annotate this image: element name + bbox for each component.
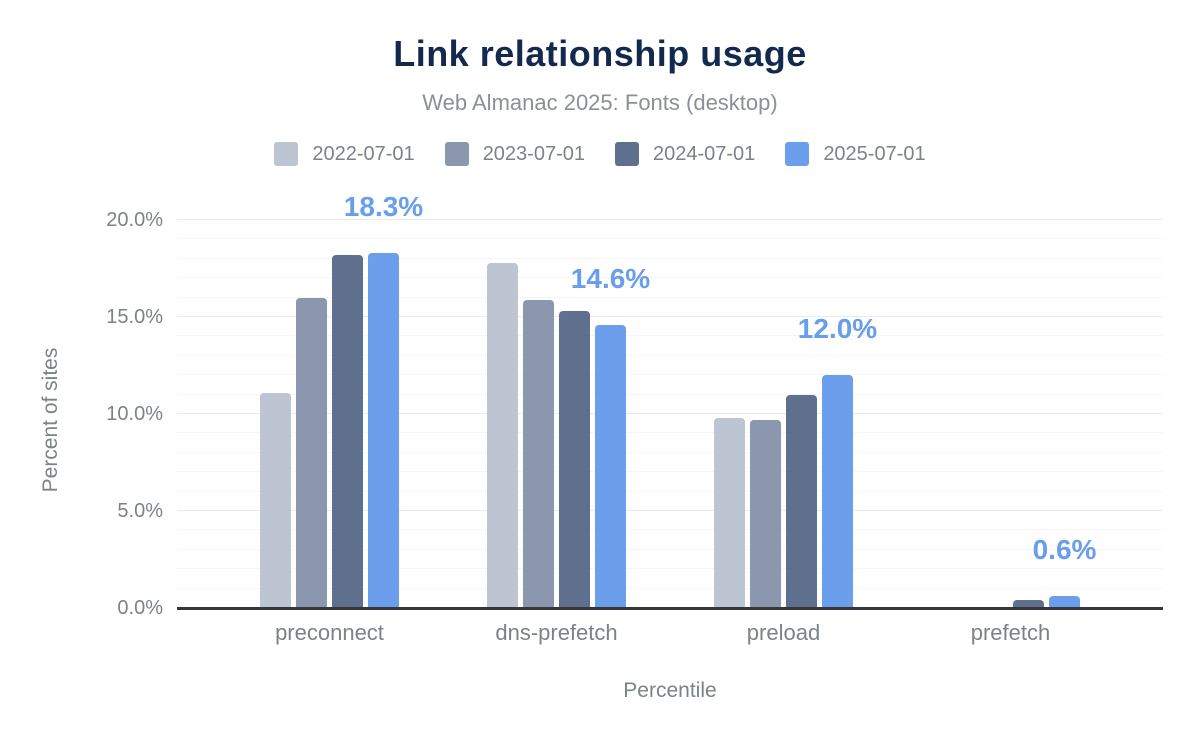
gridline <box>177 335 1163 337</box>
bar-group-preload: 12.0% <box>714 220 877 608</box>
legend-item-2023-07-01[interactable]: 2023-07-01 <box>444 142 585 166</box>
gridline <box>177 568 1163 570</box>
x-category-label: preload <box>746 620 821 645</box>
bar-dns-prefetch-2022-07-01[interactable] <box>487 262 518 608</box>
bar-preconnect-2024-07-01[interactable] <box>332 254 363 608</box>
legend-item-2022-07-01[interactable]: 2022-07-01 <box>274 142 415 166</box>
gridline <box>177 277 1163 279</box>
chart-title: Link relationship usage <box>393 33 807 74</box>
bar-preconnect-2023-07-01[interactable] <box>296 297 327 608</box>
y-tick-label: 5.0% <box>117 500 163 522</box>
x-axis-line <box>177 607 1163 610</box>
gridline <box>177 257 1163 259</box>
x-axis-title: Percentile <box>623 679 717 702</box>
legend-item-2024-07-01[interactable]: 2024-07-01 <box>615 142 755 166</box>
gridline <box>177 490 1163 492</box>
x-category-label: prefetch <box>970 620 1051 645</box>
chart-subtitle: Web Almanac 2025: Fonts (desktop) <box>422 90 778 115</box>
gridline <box>177 529 1163 531</box>
legend-label: 2023-07-01 <box>482 142 585 165</box>
gridline <box>177 374 1163 376</box>
plot-area: 18.3% 14.6% 12.0% 0.6% <box>177 192 1163 610</box>
legend-swatch <box>274 142 299 166</box>
bar-group-prefetch: 0.6% <box>941 220 1096 608</box>
data-label: 18.3% <box>343 190 424 222</box>
bar-preload-2025-07-01[interactable] <box>822 375 853 608</box>
y-tick-label: 20.0% <box>106 209 163 231</box>
gridline <box>177 219 1163 220</box>
gridline <box>177 587 1163 589</box>
gridline <box>177 354 1163 356</box>
gridline <box>177 316 1163 317</box>
x-category-label: dns-prefetch <box>495 620 618 645</box>
gridline <box>177 296 1163 298</box>
data-label: 14.6% <box>570 262 651 294</box>
legend-item-2025-07-01[interactable]: 2025-07-01 <box>785 142 926 166</box>
legend-swatch <box>444 142 469 166</box>
bar-prefetch-2024-07-01[interactable] <box>1013 600 1044 608</box>
legend-label: 2022-07-01 <box>312 142 415 165</box>
legend-label: 2024-07-01 <box>653 142 756 165</box>
bar-dns-prefetch-2023-07-01[interactable] <box>523 299 554 608</box>
gridline <box>177 432 1163 434</box>
y-axis: 0.0% 5.0% 10.0% 15.0% 20.0% <box>0 209 163 619</box>
data-label: 0.6% <box>1032 534 1097 566</box>
y-tick-label: 10.0% <box>106 403 163 425</box>
x-category-label: preconnect <box>275 620 384 645</box>
data-label: 12.0% <box>797 313 878 345</box>
bar-prefetch-2025-07-01[interactable] <box>1049 596 1080 608</box>
legend-label: 2025-07-01 <box>823 142 926 165</box>
bar-preconnect-2022-07-01[interactable] <box>260 392 291 608</box>
legend-swatch <box>785 142 810 166</box>
bar-dns-prefetch-2024-07-01[interactable] <box>559 311 590 608</box>
gridline <box>177 471 1163 473</box>
gridline <box>177 510 1163 511</box>
bar-preload-2023-07-01[interactable] <box>750 419 781 608</box>
bar-dns-prefetch-2025-07-01[interactable] <box>595 324 626 608</box>
gridline <box>177 413 1163 414</box>
bar-group-preconnect: 18.3% <box>260 192 423 608</box>
legend-swatch <box>615 142 639 166</box>
bar-group-dns-prefetch: 14.6% <box>487 220 650 608</box>
y-tick-label: 0.0% <box>117 597 163 619</box>
bar-preload-2024-07-01[interactable] <box>786 394 817 608</box>
legend: 2022-07-01 2023-07-01 2024-07-01 2025-07-01 <box>0 142 1200 166</box>
bar-preconnect-2025-07-01[interactable] <box>368 252 399 608</box>
bar-preload-2022-07-01[interactable] <box>714 417 745 608</box>
gridline <box>177 548 1163 550</box>
gridline <box>177 451 1163 453</box>
gridline <box>177 393 1163 395</box>
gridline <box>177 238 1163 240</box>
y-tick-label: 15.0% <box>106 306 163 328</box>
x-axis: preconnect dns-prefetch preload prefetch <box>177 620 1163 646</box>
